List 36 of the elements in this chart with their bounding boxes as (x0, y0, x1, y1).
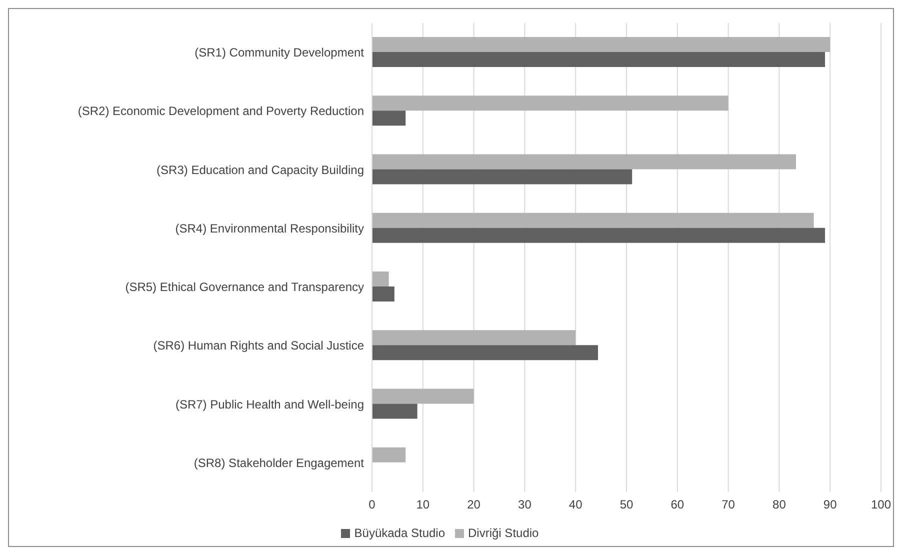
y-tick-label: (SR5) Ethical Governance and Transparency (125, 280, 364, 294)
y-tick-label: (SR2) Economic Development and Poverty Reduction (78, 104, 364, 118)
x-tick-label: 100 (870, 498, 892, 512)
legend-label: Divriği Studio (468, 526, 539, 540)
bar (372, 169, 632, 184)
x-tick-label: 60 (670, 498, 684, 512)
bar (372, 272, 389, 286)
legend-label: Büyükada Studio (354, 526, 446, 540)
x-tick-label: 70 (722, 498, 736, 512)
bar (372, 330, 576, 346)
x-tick-label: 40 (568, 498, 583, 512)
bar (372, 345, 598, 360)
y-tick-label: (SR4) Environmental Responsibility (175, 221, 364, 236)
y-tick-label: (SR8) Stakeholder Engagement (194, 456, 365, 470)
x-tick-label: 90 (823, 498, 838, 512)
bar (372, 110, 406, 126)
bar (372, 404, 418, 419)
y-tick-label: (SR7) Public Health and Well-being (175, 397, 364, 412)
bar (372, 37, 830, 52)
x-tick-label: 80 (772, 498, 786, 512)
bar (372, 388, 474, 404)
bar (372, 228, 826, 243)
bar (372, 96, 728, 111)
x-tick-label: 50 (620, 498, 634, 512)
bar (372, 154, 796, 170)
bar (372, 286, 394, 302)
bar (372, 52, 826, 67)
y-tick-label: (SR1) Community Development (194, 46, 365, 60)
x-tick-label: 20 (467, 498, 481, 512)
bar (372, 212, 814, 228)
y-tick-label: (SR6) Human Rights and Social Justice (153, 338, 364, 353)
x-tick-label: 10 (416, 498, 430, 512)
x-tick-label: 30 (518, 498, 532, 512)
x-tick-label: 0 (368, 498, 376, 512)
y-tick-label: (SR3) Education and Capacity Building (156, 162, 364, 177)
bar (372, 447, 406, 462)
